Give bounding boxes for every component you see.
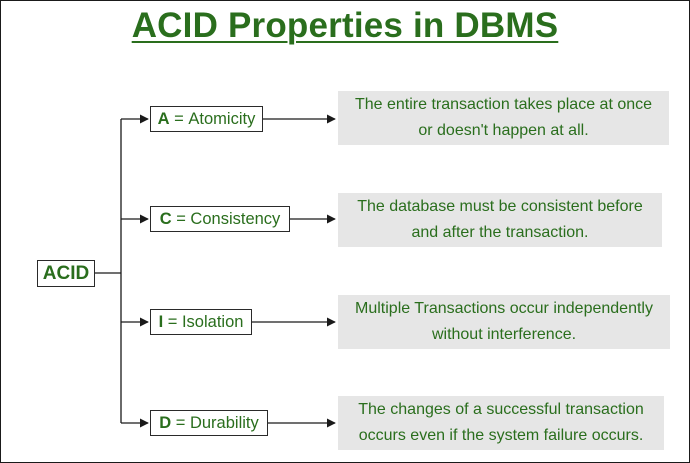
consistency-desc-line-2: and after the transaction. (411, 224, 589, 241)
consistency-node: C = Consistency (150, 206, 290, 232)
atomicity-desc-line-1: The entire transaction takes place at on… (354, 96, 653, 113)
acid-root-node: ACID (37, 260, 95, 287)
atomicity-label: Atomicity (188, 109, 256, 128)
consistency-desc-line-1: The database must be consistent before (357, 198, 643, 215)
atomicity-node: A = Atomicity (150, 106, 263, 132)
durability-desc-line-2: occurs even if the system failure occurs… (358, 427, 644, 444)
isolation-desc-line-2: without interference. (431, 326, 577, 343)
consistency-label: Consistency (190, 209, 281, 228)
isolation-letter: I (158, 312, 164, 331)
isolation-node: I = Isolation (150, 309, 252, 335)
page-title: ACID Properties in DBMS (131, 6, 559, 45)
durability-label: Durability (189, 413, 259, 432)
isolation-description: Multiple Transactions occur independentl… (338, 295, 670, 349)
atomicity-description: The entire transaction takes place at on… (338, 91, 669, 145)
isolation-desc-line-1: Multiple Transactions occur independentl… (355, 300, 653, 317)
durability-node: D = Durability (150, 410, 268, 436)
durability-description: The changes of a successful transaction … (338, 396, 664, 450)
atomicity-desc-line-2: or doesn't happen at all. (418, 122, 589, 139)
durability-letter: D (159, 413, 172, 432)
consistency-description: The database must be consistent before a… (338, 193, 662, 247)
durability-desc-line-1: The changes of a successful transaction (358, 401, 644, 418)
consistency-letter: C (159, 209, 172, 228)
atomicity-letter: A (157, 109, 170, 128)
isolation-label: Isolation (181, 312, 244, 331)
